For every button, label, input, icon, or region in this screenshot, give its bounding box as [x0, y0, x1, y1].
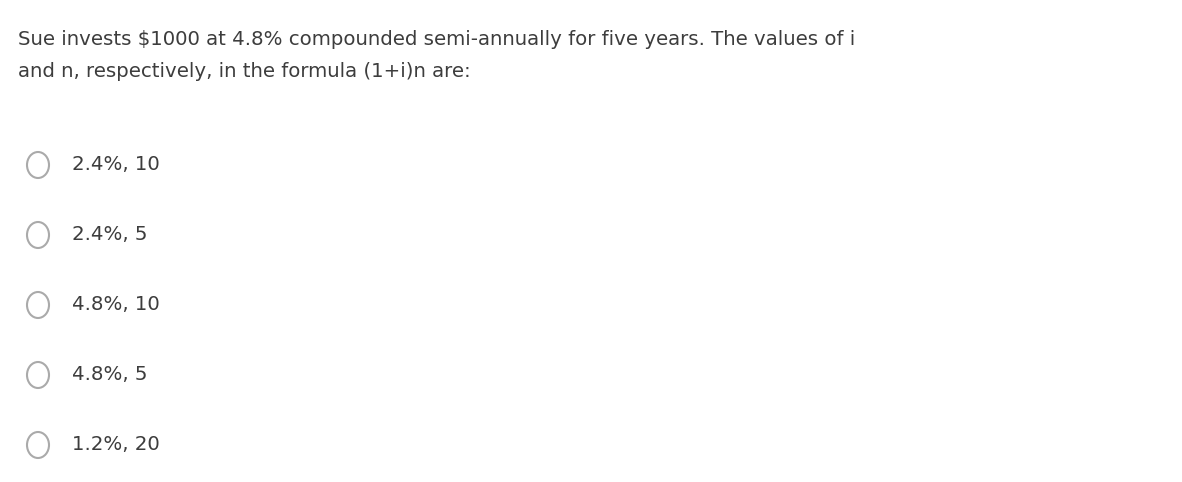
Text: 1.2%, 20: 1.2%, 20 — [72, 436, 160, 455]
Text: 4.8%, 5: 4.8%, 5 — [72, 365, 148, 385]
Text: 2.4%, 10: 2.4%, 10 — [72, 156, 160, 174]
Text: Sue invests $1000 at 4.8% compounded semi-annually for five years. The values of: Sue invests $1000 at 4.8% compounded sem… — [18, 30, 856, 49]
Text: and n, respectively, in the formula (1+i)n are:: and n, respectively, in the formula (1+i… — [18, 62, 470, 81]
Text: 4.8%, 10: 4.8%, 10 — [72, 295, 160, 314]
Text: 2.4%, 5: 2.4%, 5 — [72, 226, 148, 244]
